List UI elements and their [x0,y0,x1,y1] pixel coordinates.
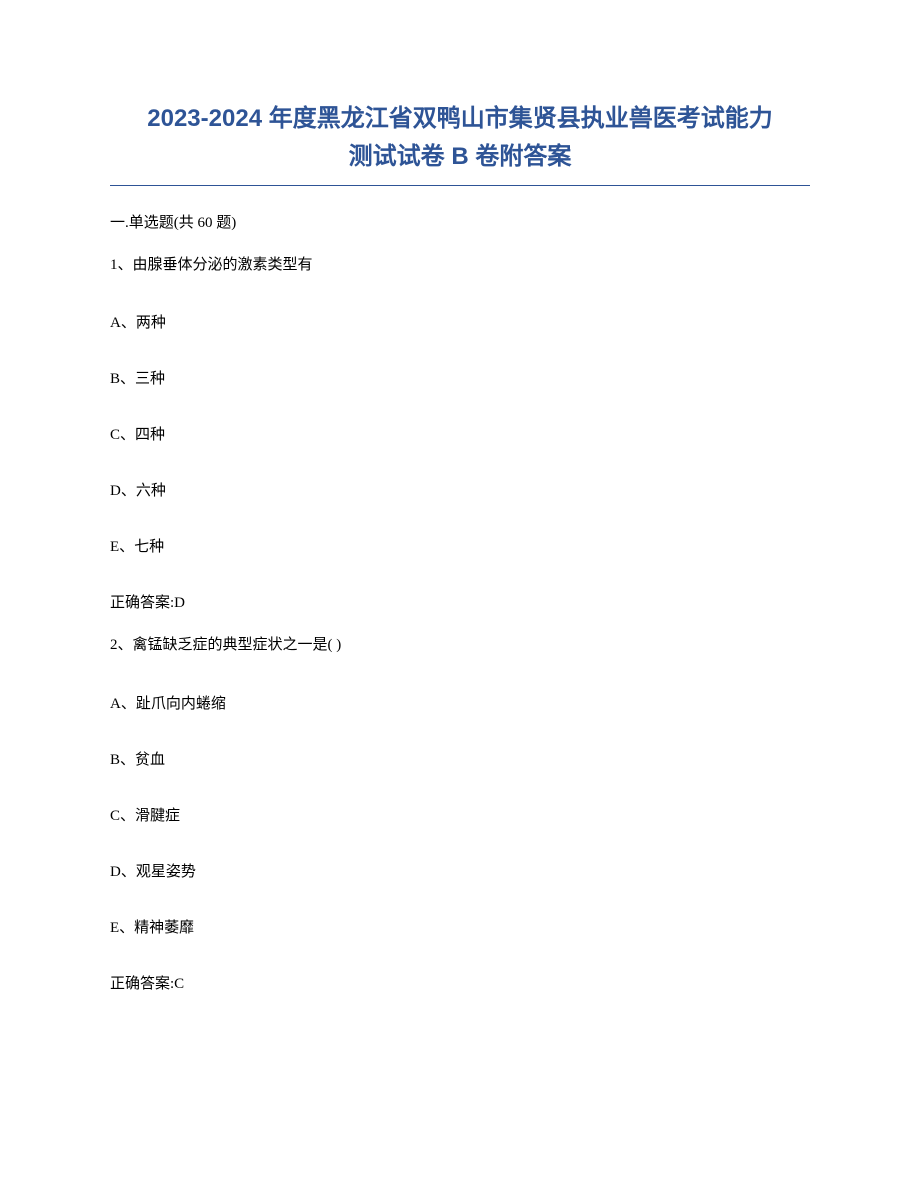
question-1-text: 1、由腺垂体分泌的激素类型有 [110,254,810,277]
question-2-option-e: E、精神萎靡 [110,916,810,937]
question-2-text: 2、禽锰缺乏症的典型症状之一是( ) [110,634,810,657]
question-1-option-c: C、四种 [110,423,810,444]
title-underline [110,185,810,186]
section-header: 一.单选题(共 60 题) [110,211,810,232]
title-line-2: 测试试卷 B 卷附答案 [110,138,810,176]
question-2-answer: 正确答案:C [110,972,810,993]
question-2-option-b: B、贫血 [110,748,810,769]
question-1-option-d: D、六种 [110,479,810,500]
question-2-option-a: A、趾爪向内蜷缩 [110,692,810,713]
title-line-1: 2023-2024 年度黑龙江省双鸭山市集贤县执业兽医考试能力 [110,100,810,138]
question-1-option-a: A、两种 [110,311,810,332]
document-title: 2023-2024 年度黑龙江省双鸭山市集贤县执业兽医考试能力 测试试卷 B 卷… [110,100,810,177]
question-1-option-e: E、七种 [110,535,810,556]
question-2-option-d: D、观星姿势 [110,860,810,881]
question-1-option-b: B、三种 [110,367,810,388]
question-2-option-c: C、滑腱症 [110,804,810,825]
question-1-answer: 正确答案:D [110,591,810,612]
